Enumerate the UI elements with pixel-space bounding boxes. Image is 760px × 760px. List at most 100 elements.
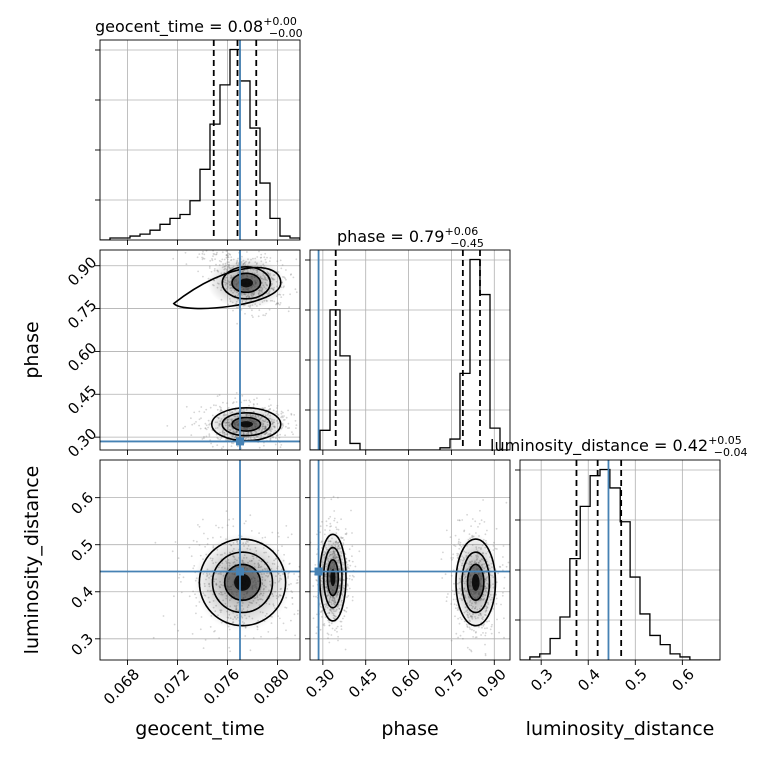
sample-point [217, 437, 220, 440]
y-tick-label: 0.45 [64, 382, 100, 418]
sample-point [178, 573, 181, 576]
sample-point [225, 254, 228, 256]
sample-point [345, 610, 348, 613]
contour-level [198, 538, 287, 627]
sample-point [319, 525, 322, 528]
sample-point [498, 565, 501, 568]
sample-point [232, 442, 235, 445]
x-tick-label: 0.076 [200, 665, 243, 708]
sample-point [325, 520, 328, 523]
sample-point [321, 616, 323, 618]
sample-point [228, 518, 231, 521]
sample-point [190, 417, 192, 420]
sample-point [503, 636, 505, 639]
sample-point [463, 529, 466, 532]
sample-point [205, 424, 208, 427]
sample-point [441, 577, 444, 579]
sample-point [276, 302, 278, 305]
sample-point [339, 620, 342, 623]
sample-point [284, 434, 286, 437]
sample-point [479, 509, 481, 512]
contour-level [223, 563, 262, 602]
sample-point [342, 617, 344, 620]
sample-point [320, 611, 322, 613]
sample-point [468, 648, 471, 651]
sample-point [287, 536, 289, 539]
sample-point [492, 545, 495, 547]
sample-point [462, 630, 465, 633]
histogram-luminosity_distance [520, 468, 720, 660]
sample-point [351, 560, 354, 563]
density-peak [239, 278, 253, 288]
sample-point [495, 527, 498, 530]
sample-point [201, 256, 204, 259]
sample-point [325, 524, 328, 527]
sample-point [248, 399, 251, 402]
sample-point [231, 442, 233, 445]
sample-point [337, 496, 339, 499]
sample-point [344, 533, 347, 535]
sample-point [447, 593, 449, 595]
sample-point [337, 528, 340, 531]
sample-point [209, 626, 212, 628]
sample-point [293, 613, 296, 616]
x-axis-label-luminosity-distance: luminosity_distance [526, 718, 715, 740]
sample-point [220, 260, 223, 263]
sample-point [275, 303, 277, 306]
sample-point [315, 553, 318, 556]
sample-point [351, 574, 354, 577]
sample-point [358, 550, 361, 553]
sample-point [243, 522, 246, 525]
sample-point [214, 258, 217, 261]
sample-point [225, 250, 228, 253]
sample-point [195, 421, 197, 423]
sample-point [180, 581, 182, 583]
sample-point [484, 533, 487, 536]
hist-luminosity-distance-panel [515, 459, 721, 665]
sample-point [275, 437, 277, 439]
sample-point [204, 545, 207, 548]
sample-point [220, 447, 223, 450]
sample-point [336, 630, 338, 633]
sample-point [222, 445, 225, 448]
sample-point [457, 540, 460, 543]
sample-point [279, 433, 281, 436]
x-tick-label: 0.75 [431, 665, 467, 701]
sample-point [185, 263, 188, 265]
sample-point [274, 443, 277, 446]
contour-level [455, 538, 497, 627]
sample-point [351, 578, 353, 581]
sample-point [277, 302, 279, 305]
sample-point [346, 563, 349, 566]
sample-point [500, 603, 502, 606]
sample-point [208, 267, 211, 269]
sample-point [226, 255, 229, 258]
sample-point [458, 519, 461, 522]
sample-point [200, 406, 203, 408]
sample-point [484, 654, 487, 657]
sample-point [296, 613, 299, 615]
panel-frame [99, 249, 301, 451]
sample-point [212, 255, 214, 257]
x-tick-label: 0.6 [668, 665, 698, 695]
sample-point [288, 306, 290, 309]
sample-point [484, 627, 486, 630]
sample-point [227, 256, 230, 259]
sample-point [281, 264, 284, 266]
sample-point [463, 530, 465, 533]
sample-point [221, 526, 224, 529]
sample-point [257, 315, 260, 318]
sample-point [232, 401, 235, 404]
sample-point [458, 519, 461, 521]
y-tick-label: 0.75 [64, 296, 100, 332]
sample-point [227, 252, 230, 255]
sample-point [246, 251, 248, 253]
sample-point [353, 575, 355, 578]
sample-point [472, 636, 474, 638]
sample-point [268, 398, 271, 401]
sample-point [458, 538, 460, 541]
sample-point [322, 624, 325, 626]
sample-point [351, 599, 354, 602]
sample-point [202, 647, 205, 649]
sample-point [450, 639, 453, 642]
